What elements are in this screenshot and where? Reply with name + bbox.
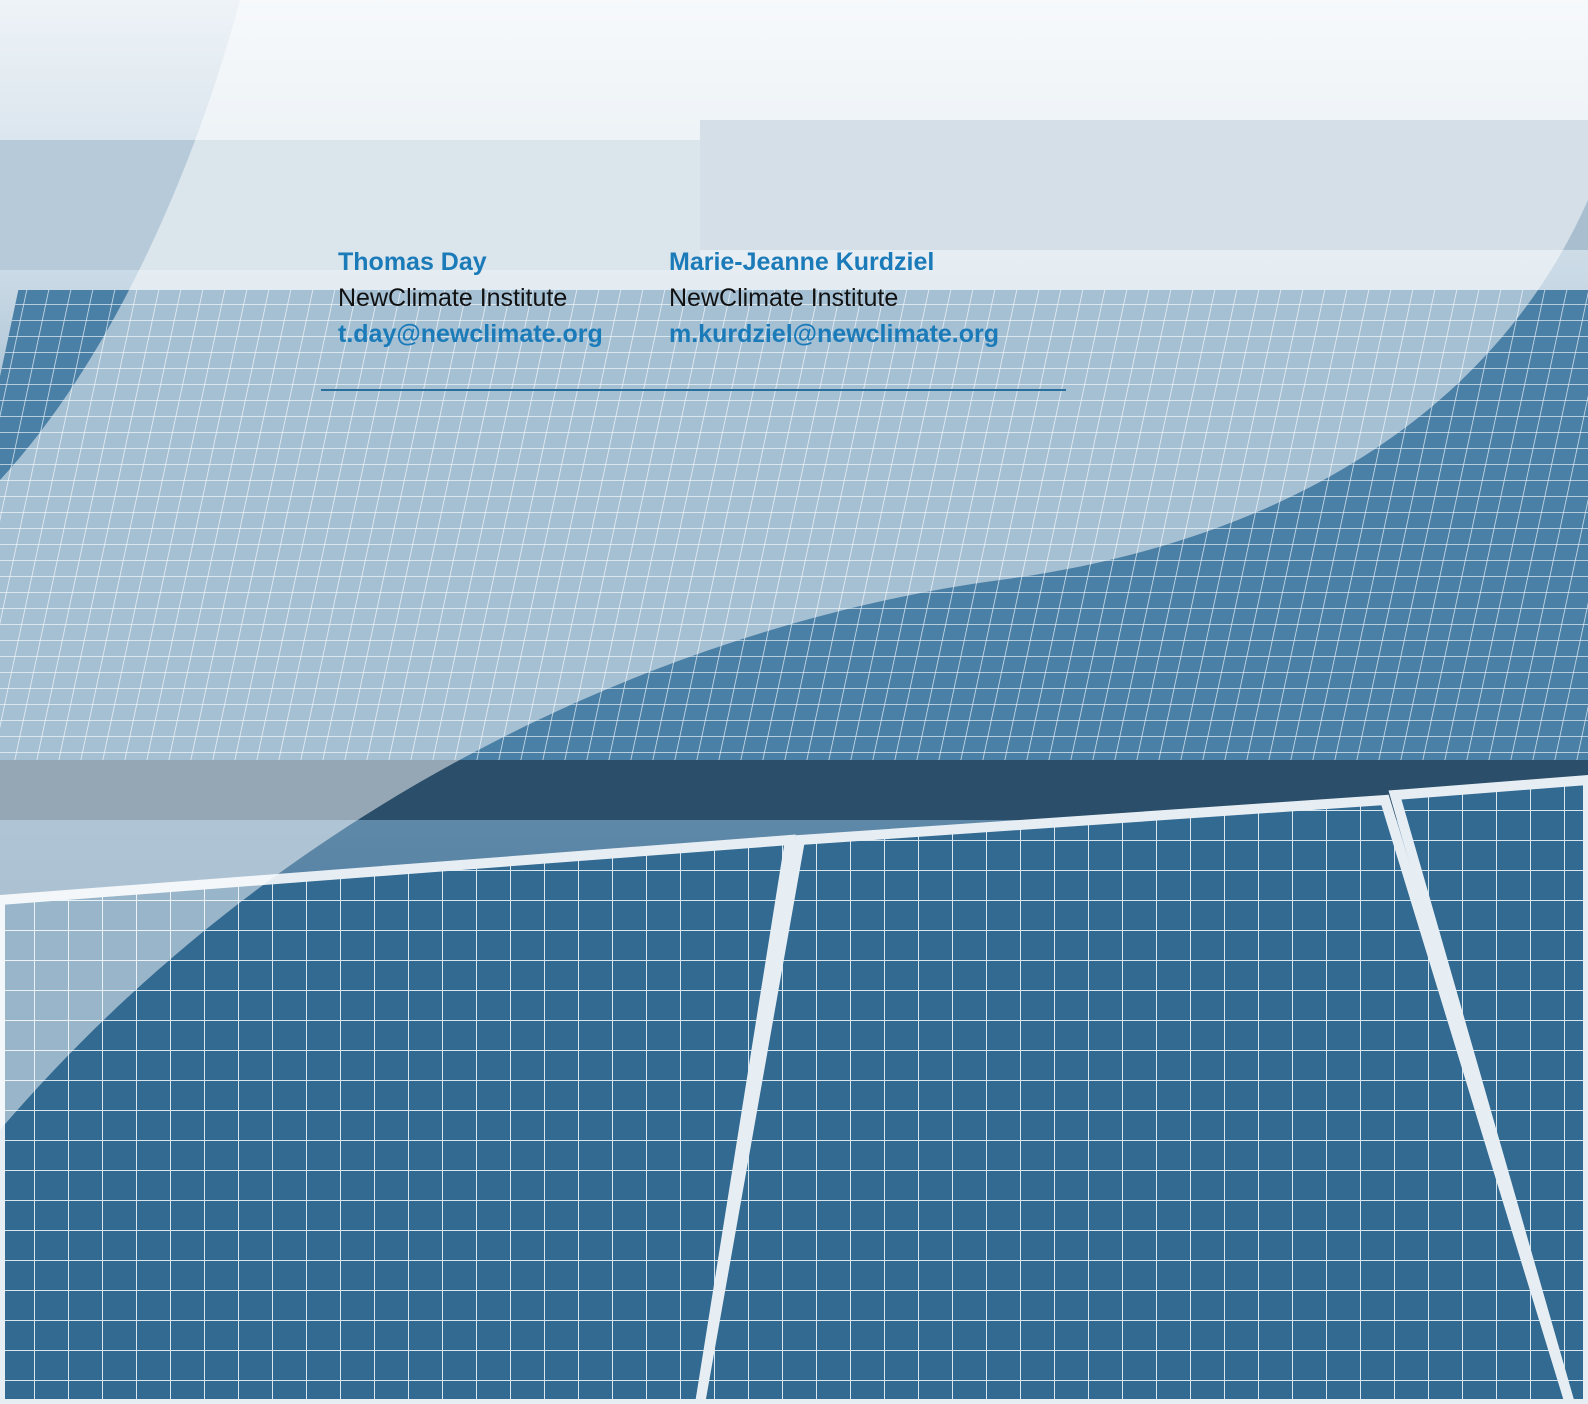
author-name: Marie-Jeanne Kurdziel <box>669 248 935 276</box>
author-email[interactable]: m.kurdziel@newclimate.org <box>669 320 1000 348</box>
author-block: Marie-Jeanne Kurdziel NewClimate Institu… <box>669 244 999 352</box>
author-email[interactable]: t.day@newclimate.org <box>338 320 603 348</box>
author-affiliation: NewClimate Institute <box>338 284 568 312</box>
author-affiliation: NewClimate Institute <box>669 284 899 312</box>
divider <box>321 389 1066 391</box>
author-name: Thomas Day <box>338 248 487 276</box>
author-block: Thomas Day NewClimate Institute t.day@ne… <box>338 244 603 352</box>
